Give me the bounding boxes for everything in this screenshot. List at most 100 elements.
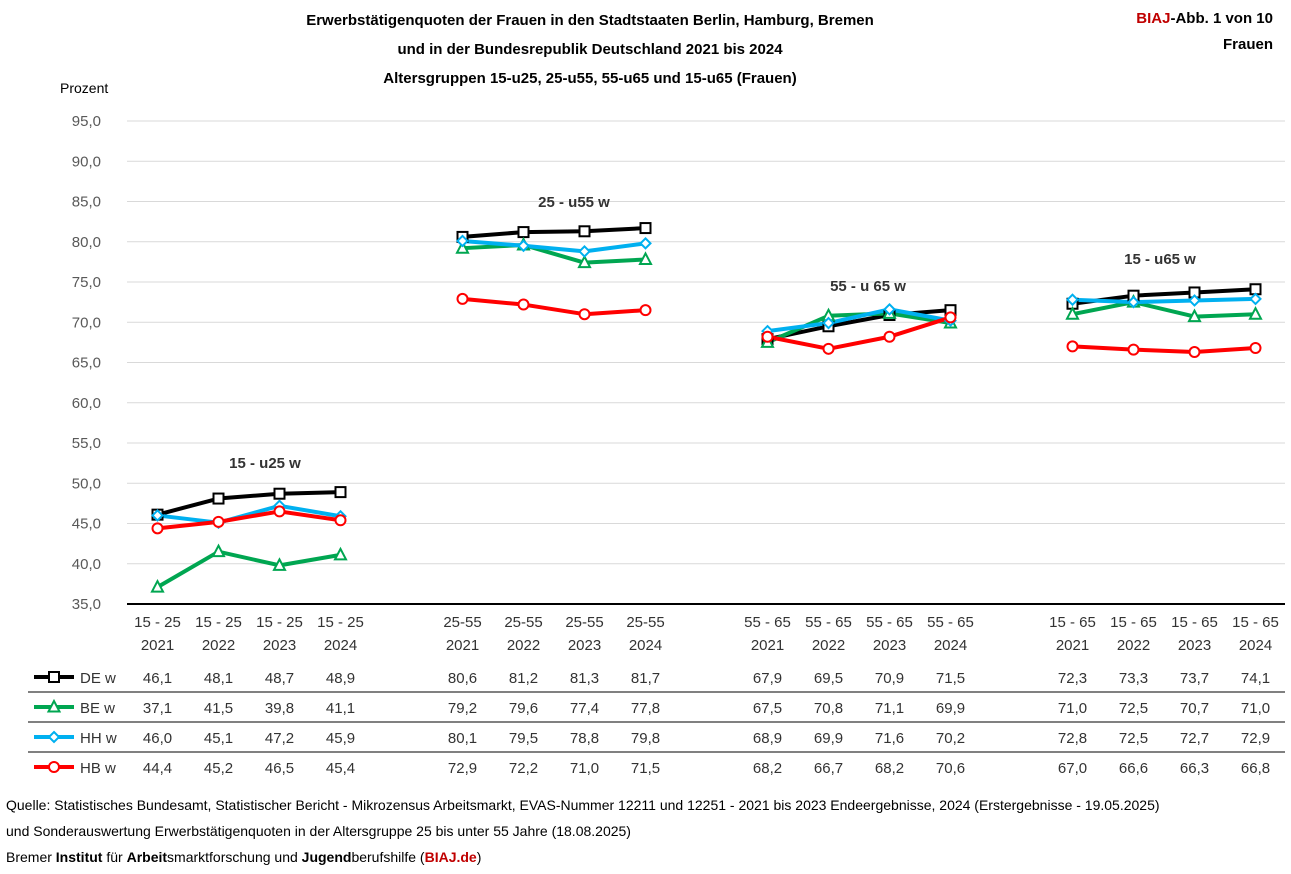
data-table-cell: 72,5	[1119, 700, 1148, 717]
legend-marker	[46, 698, 62, 713]
figure-number: BIAJ-Abb. 1 von 10	[1136, 10, 1273, 27]
x-tick-category: 15 - 25	[134, 614, 181, 631]
data-point	[334, 486, 347, 499]
x-tick-year: 2024	[629, 637, 662, 654]
y-tick-label: 75,0	[72, 274, 101, 291]
data-table-cell: 71,5	[631, 760, 660, 777]
data-table-cell: 48,9	[326, 670, 355, 687]
series-line-hh-w	[1072, 296, 1256, 305]
data-table-cell: 70,2	[936, 730, 965, 747]
y-tick-label: 85,0	[72, 194, 101, 211]
data-table-cell: 80,6	[448, 670, 477, 687]
data-point	[822, 316, 835, 330]
data-table-cell: 46,0	[143, 730, 172, 747]
data-point	[273, 505, 286, 518]
data-table-cell: 48,7	[265, 670, 294, 687]
data-table-cell: 41,1	[326, 700, 355, 717]
y-tick-label: 60,0	[72, 395, 101, 412]
y-axis-label: Prozent	[60, 80, 109, 96]
data-table-cell: 66,7	[814, 760, 843, 777]
data-point	[1066, 293, 1079, 307]
data-table-cell: 77,8	[631, 700, 660, 717]
data-point	[577, 254, 592, 269]
data-table-cell: 81,2	[509, 670, 538, 687]
series-line-be-w	[462, 242, 646, 265]
x-tick-category: 55 - 65	[927, 614, 974, 631]
data-point	[456, 234, 469, 248]
data-table-cell: 45,4	[326, 760, 355, 777]
series-line-hb-w	[767, 315, 952, 351]
x-tick-year: 2024	[934, 637, 967, 654]
x-tick-year: 2023	[873, 637, 906, 654]
data-point	[883, 302, 896, 316]
data-table-cell: 69,5	[814, 670, 843, 687]
y-tick-label: 80,0	[72, 234, 101, 251]
brand-label: BIAJ	[1136, 10, 1171, 27]
legend-label: HH w	[80, 730, 117, 747]
series-line-de-w	[462, 226, 646, 239]
data-table-cell: 66,3	[1180, 760, 1209, 777]
source-line-1: Quelle: Statistisches Bundesamt, Statist…	[6, 797, 1160, 813]
data-table-cell: 81,7	[631, 670, 660, 687]
group-label: 15 - u25 w	[229, 455, 301, 472]
data-table-cell: 72,9	[1241, 730, 1270, 747]
data-table-cell: 70,9	[875, 670, 904, 687]
data-table-cell: 71,0	[1058, 700, 1087, 717]
x-tick-category: 25-55	[565, 614, 603, 631]
data-table-cell: 79,2	[448, 700, 477, 717]
x-tick-year: 2022	[1117, 637, 1150, 654]
data-table-cell: 73,7	[1180, 670, 1209, 687]
data-point	[334, 514, 347, 527]
data-table-cell: 72,8	[1058, 730, 1087, 747]
series-line-de-w	[156, 490, 341, 517]
source-line-2: und Sonderauswertung Erwerbstätigenquote…	[6, 823, 631, 839]
data-table-cell: 69,9	[814, 730, 843, 747]
data-table-cell: 69,9	[936, 700, 965, 717]
data-table-cell: 67,5	[753, 700, 782, 717]
data-table-cell: 66,6	[1119, 760, 1148, 777]
data-point	[639, 222, 652, 235]
data-table-cell: 39,8	[265, 700, 294, 717]
data-point	[639, 304, 652, 317]
x-tick-category: 55 - 65	[805, 614, 852, 631]
data-point	[456, 292, 469, 305]
data-point	[822, 342, 835, 355]
chart-title-line-3: Altersgruppen 15-u25, 25-u55, 55-u65 und…	[383, 70, 797, 87]
legend-label: DE w	[80, 670, 116, 687]
x-tick-category: 55 - 65	[866, 614, 913, 631]
x-tick-category: 25-55	[504, 614, 542, 631]
data-table-cell: 71,5	[936, 670, 965, 687]
data-table-cell: 45,1	[204, 730, 233, 747]
data-point	[883, 330, 896, 343]
data-point	[1127, 295, 1140, 309]
data-table-cell: 44,4	[143, 760, 172, 777]
series-line-hb-w	[462, 296, 646, 317]
y-tick-label: 90,0	[72, 153, 101, 170]
data-table-cell: 48,1	[204, 670, 233, 687]
data-point	[578, 225, 591, 238]
data-table-cell: 72,7	[1180, 730, 1209, 747]
data-table-cell: 70,7	[1180, 700, 1209, 717]
data-table-cell: 72,3	[1058, 670, 1087, 687]
x-tick-year: 2022	[812, 637, 845, 654]
data-table-cell: 72,9	[448, 760, 477, 777]
group-label: 15 - u65 w	[1124, 251, 1196, 268]
legend-marker	[48, 671, 60, 683]
data-table-cell: 73,3	[1119, 670, 1148, 687]
series-line-hb-w	[1072, 344, 1256, 355]
data-table-cell: 81,3	[570, 670, 599, 687]
line-chart: 35,0 40,0 45,0 50,0 55,0 60,0 65,0 70,0 75,0 80,0…	[28, 113, 1285, 777]
x-tick-category: 15 - 25	[317, 614, 364, 631]
x-tick-year: 2023	[1178, 637, 1211, 654]
data-point	[1065, 306, 1080, 320]
x-tick-year: 2022	[507, 637, 540, 654]
figure-count: -Abb. 1 von 10	[1170, 10, 1273, 27]
data-table-cell: 66,8	[1241, 760, 1270, 777]
series-line-be-w	[156, 549, 341, 589]
y-tick-label: 95,0	[72, 113, 101, 130]
data-point	[1188, 294, 1201, 307]
data-point	[212, 492, 225, 505]
legend-marker	[48, 761, 60, 773]
data-table-cell: 45,2	[204, 760, 233, 777]
data-table-cell: 72,2	[509, 760, 538, 777]
